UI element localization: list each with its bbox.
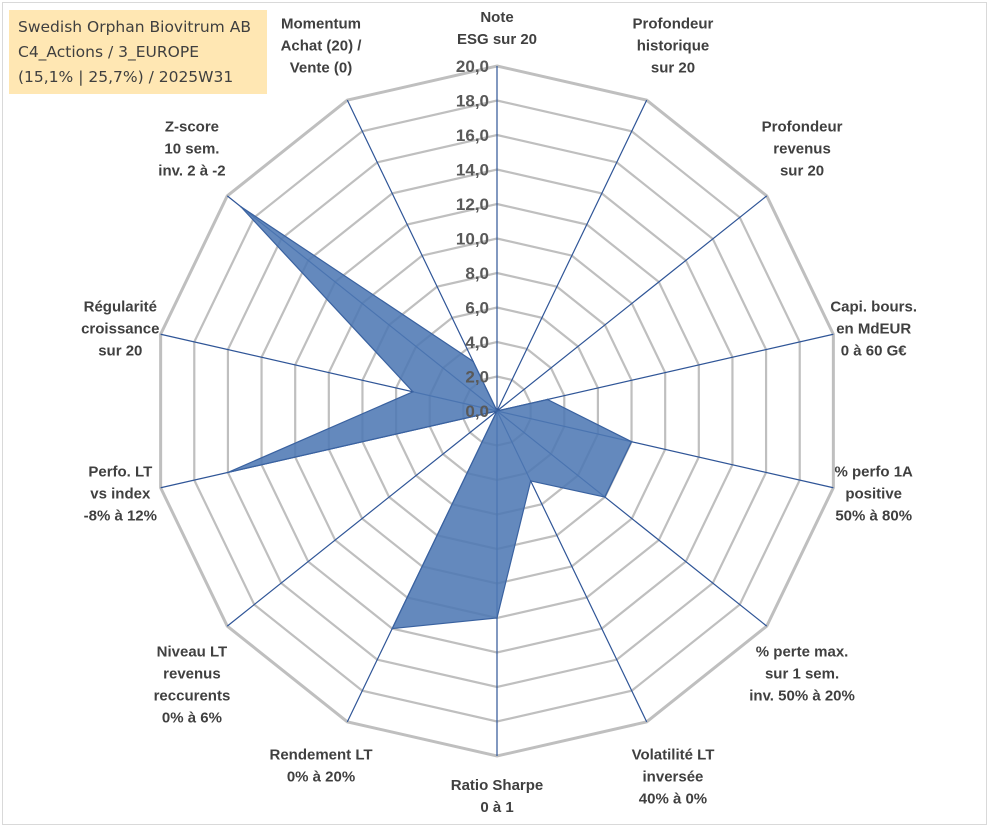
- period-stats: (15,1% | 25,7%) / 2025W31: [18, 68, 234, 86]
- axis-label: Z-score 10 sem. inv. 2 à -2: [158, 119, 225, 180]
- data-point: [546, 398, 549, 401]
- data-point: [412, 391, 414, 393]
- series-area: [227, 205, 633, 630]
- axis-spoke: [496, 333, 834, 412]
- axis-spoke: [496, 195, 768, 412]
- title-box: Swedish Orphan Biovitrum AB C4_Actions /…: [9, 10, 267, 94]
- axis-spoke: [226, 410, 498, 627]
- tick-label: 2,0: [465, 368, 489, 387]
- data-point: [239, 205, 242, 208]
- data-point: [472, 360, 474, 363]
- tick-label: 18,0: [456, 92, 489, 111]
- axis-label: Volatilité LT inversée 40% à 0%: [632, 746, 715, 807]
- axis-label: Perfo. LT vs index -8% à 12%: [84, 464, 157, 525]
- data-point: [529, 480, 532, 482]
- axis-labels: Note ESG sur 20 Profondeur historique sur 20…: [81, 9, 917, 816]
- tick-labels: 0,0 2,0 4,0 6,0 8,0 10,0 12,0 14,0 16,0 18,0 20,0: [456, 57, 489, 421]
- tick-label: 10,0: [456, 230, 489, 249]
- axis-label: Niveau LT revenus reccurents 0% à 6%: [154, 643, 231, 726]
- axis-label: Profondeur revenus sur 20: [762, 119, 843, 180]
- axis-label: Rendement LT 0% à 20%: [269, 746, 372, 785]
- data-point: [496, 410, 498, 412]
- data-point: [391, 627, 394, 630]
- axis-label: Régularité croissance sur 20: [81, 298, 159, 359]
- tick-label: 6,0: [465, 299, 489, 318]
- tick-label: 12,0: [456, 195, 489, 214]
- tick-label: 4,0: [465, 333, 489, 352]
- axis-label: Capi. bours. en MdEUR 0 à 60 G€: [830, 298, 917, 359]
- tick-label: 20,0: [456, 57, 489, 76]
- portfolio-category: C4_Actions / 3_EUROPE: [18, 43, 199, 61]
- data-point: [227, 471, 229, 474]
- tick-label: 0,0: [465, 402, 489, 421]
- axis-spoke: [496, 99, 648, 412]
- data-point: [604, 496, 606, 498]
- axis-label: % perfo 1A positive 50% à 80%: [835, 464, 914, 525]
- axis-label: Note ESG sur 20: [457, 9, 537, 48]
- company-name: Swedish Orphan Biovitrum AB: [18, 18, 251, 36]
- axis-label: Ratio Sharpe 0 à 1: [451, 777, 544, 816]
- tick-label: 16,0: [456, 126, 489, 145]
- tick-label: 8,0: [465, 264, 489, 283]
- axis-label: Profondeur historique sur 20: [633, 16, 714, 77]
- data-point: [630, 440, 633, 443]
- axis-spoke: [346, 99, 498, 412]
- data-point: [496, 617, 498, 619]
- axis-label: % perte max. sur 1 sem. inv. 50% à 20%: [749, 643, 855, 704]
- axis-label: Momentum Achat (20) / Vente (0): [281, 16, 363, 77]
- tick-label: 14,0: [456, 161, 489, 180]
